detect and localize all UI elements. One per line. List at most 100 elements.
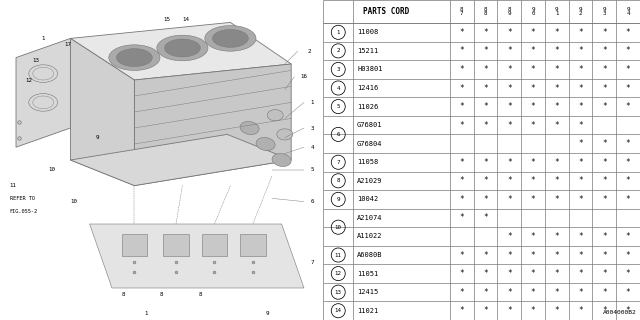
Text: 11: 11 xyxy=(10,183,17,188)
Text: *: * xyxy=(554,28,559,37)
Text: 7: 7 xyxy=(310,260,314,265)
Text: A21029: A21029 xyxy=(357,178,383,184)
Text: *: * xyxy=(483,28,488,37)
Ellipse shape xyxy=(277,129,293,140)
Text: *: * xyxy=(507,121,511,130)
Text: *: * xyxy=(626,84,630,92)
Text: *: * xyxy=(483,306,488,315)
Text: 14: 14 xyxy=(182,17,189,22)
Text: *: * xyxy=(602,28,607,37)
Text: *: * xyxy=(579,139,583,148)
Text: *: * xyxy=(626,269,630,278)
Text: *: * xyxy=(531,46,536,55)
Text: 11021: 11021 xyxy=(357,308,378,314)
Ellipse shape xyxy=(164,39,200,57)
Text: *: * xyxy=(531,65,536,74)
Text: *: * xyxy=(626,46,630,55)
Text: 12: 12 xyxy=(335,271,342,276)
Text: A21074: A21074 xyxy=(357,215,383,221)
Text: *: * xyxy=(460,213,464,222)
Polygon shape xyxy=(90,224,304,288)
Text: *: * xyxy=(602,306,607,315)
Text: 11: 11 xyxy=(335,252,342,258)
Polygon shape xyxy=(122,234,147,256)
Text: 12415: 12415 xyxy=(357,289,378,295)
Text: *: * xyxy=(626,251,630,260)
Text: *: * xyxy=(460,251,464,260)
Text: 10042: 10042 xyxy=(357,196,378,202)
Text: A6080B: A6080B xyxy=(357,252,383,258)
Text: *: * xyxy=(507,28,511,37)
Text: *: * xyxy=(507,65,511,74)
Text: 8
9: 8 9 xyxy=(508,7,511,16)
Text: *: * xyxy=(483,46,488,55)
Text: 8: 8 xyxy=(160,292,163,297)
Text: 8: 8 xyxy=(198,292,202,297)
Text: 9
3: 9 3 xyxy=(603,7,606,16)
Text: 4: 4 xyxy=(310,145,314,150)
Polygon shape xyxy=(16,38,70,147)
Text: *: * xyxy=(507,232,511,241)
Text: *: * xyxy=(579,269,583,278)
Text: FIG.055-2: FIG.055-2 xyxy=(10,209,38,214)
Text: 14: 14 xyxy=(335,308,342,313)
Text: G76801: G76801 xyxy=(357,122,383,128)
Text: *: * xyxy=(460,84,464,92)
Text: *: * xyxy=(507,46,511,55)
Text: 9: 9 xyxy=(96,135,99,140)
Text: *: * xyxy=(602,195,607,204)
Text: *: * xyxy=(579,306,583,315)
Text: 1: 1 xyxy=(310,100,314,105)
Text: *: * xyxy=(626,306,630,315)
Text: *: * xyxy=(531,306,536,315)
Text: *: * xyxy=(531,288,536,297)
Text: 15: 15 xyxy=(163,17,170,22)
Polygon shape xyxy=(70,134,291,186)
Text: *: * xyxy=(579,251,583,260)
Text: *: * xyxy=(460,121,464,130)
Text: *: * xyxy=(483,213,488,222)
Text: 16: 16 xyxy=(301,74,308,79)
Text: *: * xyxy=(579,46,583,55)
Text: *: * xyxy=(554,46,559,55)
Polygon shape xyxy=(202,234,227,256)
Text: *: * xyxy=(483,251,488,260)
Text: 2: 2 xyxy=(337,48,340,53)
Text: *: * xyxy=(460,28,464,37)
Text: *: * xyxy=(626,28,630,37)
Text: *: * xyxy=(579,102,583,111)
Text: *: * xyxy=(602,232,607,241)
Text: 11008: 11008 xyxy=(357,29,378,35)
Text: 9: 9 xyxy=(266,311,269,316)
Text: *: * xyxy=(483,158,488,167)
Text: 11026: 11026 xyxy=(357,104,378,109)
Text: 9: 9 xyxy=(337,197,340,202)
Text: *: * xyxy=(531,84,536,92)
Text: 12: 12 xyxy=(26,77,33,83)
Text: *: * xyxy=(579,84,583,92)
Text: *: * xyxy=(626,102,630,111)
Text: *: * xyxy=(554,195,559,204)
Text: *: * xyxy=(460,158,464,167)
Text: *: * xyxy=(460,102,464,111)
Text: *: * xyxy=(531,195,536,204)
Text: H03801: H03801 xyxy=(357,67,383,72)
Text: *: * xyxy=(602,102,607,111)
Text: *: * xyxy=(507,176,511,185)
Text: *: * xyxy=(507,288,511,297)
Text: 10: 10 xyxy=(335,225,342,230)
Text: *: * xyxy=(626,139,630,148)
Text: *: * xyxy=(554,269,559,278)
Text: *: * xyxy=(460,306,464,315)
Text: *: * xyxy=(626,176,630,185)
Text: 2: 2 xyxy=(307,49,310,54)
Text: *: * xyxy=(602,269,607,278)
Text: 10: 10 xyxy=(48,167,55,172)
Text: *: * xyxy=(507,195,511,204)
Text: *: * xyxy=(531,251,536,260)
Text: 8
8: 8 8 xyxy=(484,7,487,16)
Ellipse shape xyxy=(272,154,291,166)
Text: *: * xyxy=(483,195,488,204)
Text: *: * xyxy=(507,102,511,111)
Text: 6: 6 xyxy=(337,132,340,137)
